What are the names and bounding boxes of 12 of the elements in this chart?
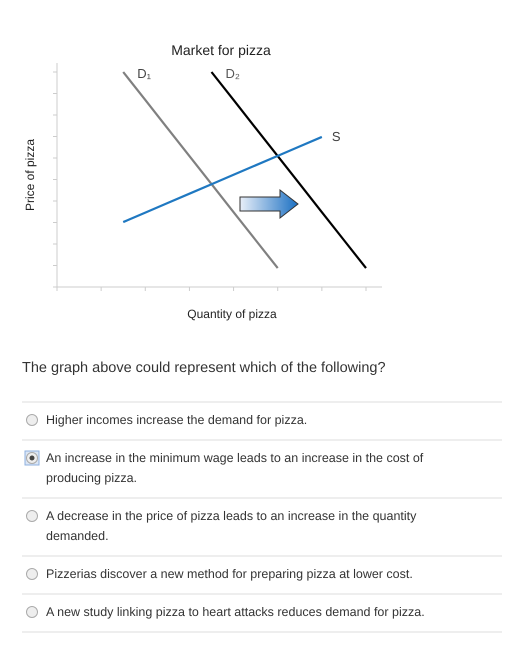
y-axis-title: Price of pizza [23,138,37,212]
x-axis-title: Quantity of pizza [187,307,278,321]
text: The graph above could represent which of the following? [22,360,386,376]
text: An increase in the minimum wage leads to an increase in the cost of producing pizza. [46,451,424,485]
text: Higher incomes increase the demand for pizza. [46,413,308,427]
chart-title: Market for pizza [171,42,272,58]
text: A decrease in the price of pizza leads to an increase in the quantity demanded. [46,509,418,543]
text: A new study linking pizza to heart attacks reduces demand for pizza. [46,605,425,619]
series-label: S [332,128,341,144]
series-label: D₂ [226,66,240,81]
text: Pizzerias discover a new method for preparing pizza at lower cost. [46,567,413,581]
series-label: D₁ [137,66,152,81]
